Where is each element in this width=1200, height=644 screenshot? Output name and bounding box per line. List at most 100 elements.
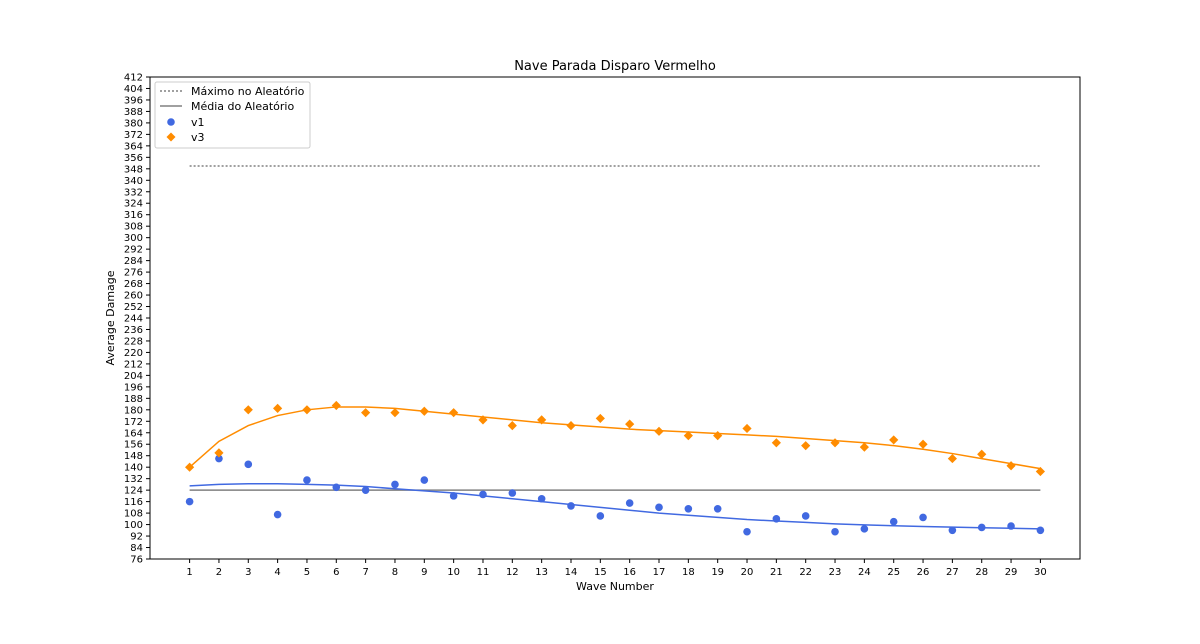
y-tick-label: 228	[124, 336, 143, 347]
y-axis: 7684921001081161241321401481561641721801…	[124, 73, 150, 566]
x-tick-label: 13	[535, 567, 548, 578]
point-v1	[801, 512, 810, 520]
point-v3	[419, 406, 429, 416]
y-tick-label: 132	[124, 474, 143, 485]
point-v1	[977, 523, 986, 532]
point-v3	[947, 453, 957, 464]
point-v3	[1006, 461, 1016, 471]
y-axis-title: Average Damage	[104, 270, 117, 365]
y-tick-label: 180	[124, 405, 143, 416]
y-tick-label: 196	[124, 382, 143, 393]
x-tick-label: 15	[594, 567, 607, 578]
x-tick-label: 10	[447, 567, 460, 578]
point-v1	[713, 504, 722, 513]
x-tick-label: 19	[711, 567, 724, 578]
point-v3	[537, 415, 547, 425]
y-tick-label: 172	[124, 417, 143, 428]
point-v1	[919, 513, 927, 522]
y-tick-label: 260	[124, 291, 143, 302]
x-tick-label: 30	[1034, 567, 1047, 578]
x-tick-label: 18	[682, 567, 695, 578]
point-v3	[566, 420, 576, 431]
point-v1	[215, 454, 223, 463]
x-tick-label: 25	[887, 567, 900, 578]
point-v1	[508, 489, 517, 497]
x-tick-label: 3	[245, 567, 251, 578]
x-tick-label: 29	[1005, 567, 1018, 578]
point-v1	[449, 492, 458, 500]
point-v1	[596, 512, 605, 520]
point-v3	[302, 405, 312, 415]
x-tick-label: 8	[392, 567, 398, 578]
point-v1	[655, 503, 663, 512]
x-axis: 1 2 3 4 5 6 7 8 9 10 11 12 13 14 15 16 17 18 19 20 21 22 23 24 2…	[186, 559, 1047, 578]
legend-label-max: Máximo no Aleatório	[191, 85, 305, 98]
point-v3	[273, 403, 283, 413]
y-tick-label: 308	[124, 222, 143, 233]
point-v3	[683, 431, 693, 441]
y-tick-label: 148	[124, 451, 143, 462]
point-v1	[479, 490, 487, 499]
point-v3	[507, 420, 517, 431]
y-tick-label: 380	[124, 118, 143, 129]
point-v1	[743, 527, 751, 536]
x-tick-label: 7	[362, 567, 368, 578]
point-v3	[918, 439, 928, 449]
chart-title: Nave Parada Disparo Vermelho	[514, 59, 716, 74]
y-tick-label: 340	[124, 176, 143, 187]
y-tick-label: 404	[124, 84, 143, 95]
legend-label-mean: Média do Aleatório	[191, 100, 294, 113]
y-tick-label: 300	[124, 233, 143, 244]
x-tick-label: 5	[304, 567, 310, 578]
y-tick-label: 284	[124, 256, 143, 267]
legend: Máximo no Aleatório Média do Aleatório v…	[154, 81, 311, 149]
point-v3	[977, 449, 987, 459]
point-v3	[185, 462, 195, 472]
x-tick-label: 2	[216, 567, 222, 578]
x-tick-label: 28	[975, 567, 988, 578]
y-tick-label: 396	[124, 95, 143, 106]
x-tick-label: 12	[506, 567, 519, 578]
y-tick-label: 292	[124, 245, 143, 256]
point-v3	[625, 419, 635, 429]
y-tick-label: 276	[124, 268, 143, 279]
y-tick-label: 356	[124, 153, 143, 164]
y-tick-label: 252	[124, 302, 143, 313]
point-v1	[684, 504, 693, 513]
y-tick-label: 244	[124, 314, 143, 325]
x-tick-label: 22	[799, 567, 812, 578]
trend-lines	[189, 406, 1041, 530]
y-tick-label: 268	[124, 279, 143, 290]
y-tick-label: 372	[124, 130, 143, 141]
y-tick-label: 140	[124, 463, 143, 474]
y-tick-label: 212	[124, 359, 143, 370]
point-v1	[361, 486, 370, 494]
point-v1	[831, 527, 839, 536]
legend-label-v1: v1	[191, 116, 205, 129]
plot-area	[150, 77, 1080, 559]
x-tick-label: 23	[829, 567, 842, 578]
point-v1	[244, 460, 253, 469]
point-v3	[449, 408, 459, 418]
point-v3	[859, 442, 869, 452]
point-v1	[185, 497, 194, 506]
point-v3	[331, 400, 341, 411]
y-tick-label: 316	[124, 210, 143, 221]
x-tick-label: 20	[741, 567, 754, 578]
point-v3	[478, 415, 488, 425]
point-v3	[889, 435, 899, 445]
point-v3	[595, 413, 605, 424]
y-tick-label: 324	[124, 199, 143, 210]
point-v1	[772, 515, 781, 523]
y-tick-label: 332	[124, 187, 143, 198]
y-tick-label: 84	[130, 543, 143, 554]
point-v3	[361, 408, 371, 418]
legend-swatch-v1	[167, 118, 175, 126]
legend-label-v3: v3	[191, 131, 205, 144]
x-tick-label: 4	[274, 567, 280, 578]
x-tick-label: 14	[565, 567, 578, 578]
point-v1	[332, 483, 341, 492]
x-tick-label: 11	[477, 567, 490, 578]
point-v1	[303, 476, 311, 484]
